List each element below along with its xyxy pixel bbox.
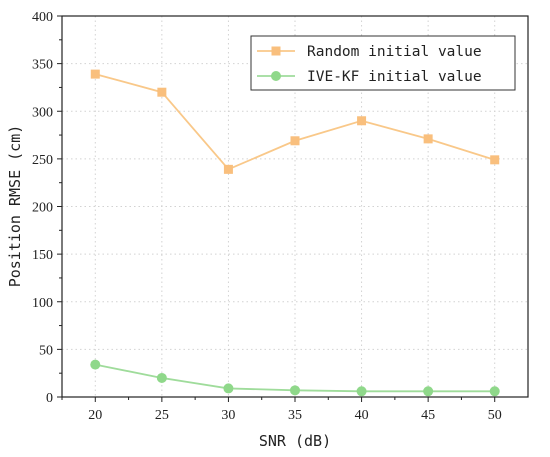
y-tick-label: 150 — [32, 248, 53, 263]
x-tick-label: 25 — [155, 408, 169, 423]
data-point-series-2 — [423, 386, 434, 397]
data-point-series-1 — [423, 134, 433, 144]
y-tick-label: 250 — [32, 153, 53, 168]
data-point-series-2 — [90, 359, 101, 370]
data-point-series-1 — [290, 136, 300, 146]
data-point-series-2 — [156, 372, 167, 383]
y-tick-label: 50 — [39, 343, 53, 358]
x-axis-label: SNR (dB) — [259, 432, 331, 450]
data-point-series-1 — [157, 87, 167, 97]
legend-marker-2 — [271, 71, 281, 81]
y-tick-label: 350 — [32, 58, 53, 73]
y-tick-label: 300 — [32, 105, 53, 120]
x-tick-label: 30 — [221, 408, 235, 423]
data-point-series-1 — [490, 155, 500, 165]
x-tick-label: 20 — [88, 408, 102, 423]
x-tick-label: 40 — [355, 408, 369, 423]
series-layer — [90, 69, 500, 397]
data-point-series-1 — [90, 69, 100, 79]
y-axis-label: Position RMSE (cm) — [6, 125, 24, 288]
y-tick-label: 400 — [32, 10, 53, 25]
data-point-series-2 — [356, 386, 367, 397]
y-tick-label: 0 — [46, 391, 53, 406]
legend-box — [250, 35, 516, 91]
data-point-series-2 — [290, 385, 300, 396]
y-tick-label: 100 — [32, 296, 53, 311]
data-point-series-1 — [223, 164, 233, 174]
data-point-series-2 — [489, 386, 500, 397]
x-tick-label: 35 — [288, 408, 302, 423]
y-tick-label: 200 — [32, 201, 53, 216]
x-tick-label: 50 — [488, 408, 502, 423]
legend: Random initial value IVE-KF initial value — [250, 35, 516, 91]
data-point-series-2 — [223, 383, 234, 394]
x-tick-label: 45 — [421, 408, 435, 423]
data-point-series-1 — [357, 116, 367, 126]
legend-marker-1 — [271, 46, 281, 56]
axis-ticks: 20 25 30 35 40 45 50 0 50 100 150 200 250 300 350 400 — [32, 10, 502, 423]
legend-label-1: Random initial value — [307, 44, 482, 60]
legend-label-2: IVE-KF initial value — [307, 69, 482, 85]
